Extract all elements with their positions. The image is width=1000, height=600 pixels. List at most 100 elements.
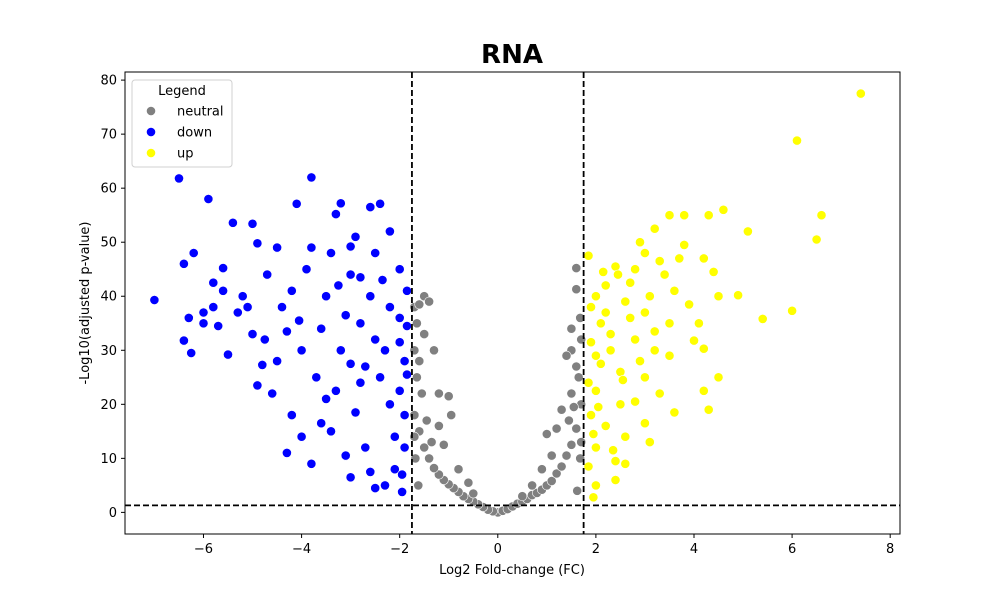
point-up-28 bbox=[586, 302, 596, 312]
point-neutral-29 bbox=[419, 442, 430, 453]
point-up-58 bbox=[615, 399, 626, 410]
point-down-5 bbox=[178, 335, 189, 346]
point-down-24 bbox=[306, 458, 317, 469]
point-up-71 bbox=[649, 326, 660, 337]
point-down-84 bbox=[370, 483, 381, 493]
legend-label-down: down bbox=[177, 126, 212, 141]
point-up-5 bbox=[757, 313, 768, 324]
point-up-40 bbox=[610, 456, 621, 466]
point-down-72 bbox=[340, 310, 351, 321]
point-down-48 bbox=[345, 269, 356, 280]
point-down-6 bbox=[186, 348, 197, 358]
point-neutral-45 bbox=[424, 296, 434, 307]
point-up-37 bbox=[583, 461, 594, 472]
point-down-52 bbox=[355, 318, 366, 329]
point-up-25 bbox=[610, 261, 621, 272]
legend-entries: neutral down up bbox=[146, 105, 224, 162]
threshold-layer bbox=[125, 72, 900, 534]
plot-frame bbox=[125, 72, 900, 534]
point-up-27 bbox=[591, 291, 601, 302]
point-neutral-76 bbox=[572, 485, 583, 496]
point-down-80 bbox=[350, 231, 361, 242]
point-neutral-42 bbox=[571, 284, 582, 295]
point-neutral-39 bbox=[411, 318, 422, 329]
point-neutral-71 bbox=[517, 491, 528, 502]
point-up-72 bbox=[664, 350, 675, 361]
point-neutral-74 bbox=[575, 453, 586, 464]
legend-title: Legend bbox=[158, 84, 206, 99]
point-up-56 bbox=[610, 475, 621, 485]
point-down-62 bbox=[350, 407, 361, 418]
y-tick-label: 60 bbox=[100, 182, 117, 197]
point-neutral-59 bbox=[551, 423, 562, 434]
point-up-22 bbox=[674, 253, 685, 264]
point-down-27 bbox=[345, 241, 356, 252]
point-up-76 bbox=[640, 307, 650, 318]
point-down-67 bbox=[402, 285, 412, 296]
chart-title: RNA bbox=[481, 40, 543, 70]
point-up-47 bbox=[625, 312, 636, 323]
point-down-38 bbox=[360, 442, 371, 453]
point-neutral-30 bbox=[566, 439, 577, 450]
point-up-53 bbox=[654, 388, 665, 399]
point-neutral-43 bbox=[571, 263, 582, 273]
point-down-28 bbox=[355, 272, 366, 283]
point-up-52 bbox=[635, 356, 645, 366]
point-down-64 bbox=[301, 264, 312, 275]
point-neutral-61 bbox=[546, 450, 557, 461]
point-down-33 bbox=[345, 358, 356, 369]
point-neutral-40 bbox=[575, 312, 586, 323]
point-down-50 bbox=[394, 264, 405, 275]
point-up-79 bbox=[593, 402, 604, 412]
point-neutral-26 bbox=[556, 461, 567, 472]
point-up-36 bbox=[591, 442, 601, 453]
point-down-79 bbox=[326, 248, 336, 258]
point-neutral-62 bbox=[537, 464, 547, 475]
point-down-0 bbox=[149, 295, 160, 305]
point-up-70 bbox=[620, 458, 631, 469]
point-down-71 bbox=[272, 356, 282, 366]
point-neutral-23 bbox=[433, 469, 444, 480]
point-down-91 bbox=[377, 275, 388, 285]
point-down-46 bbox=[296, 345, 307, 356]
point-down-13 bbox=[223, 349, 233, 360]
y-tick-label: 80 bbox=[100, 74, 117, 89]
point-up-19 bbox=[679, 210, 690, 221]
point-neutral-67 bbox=[421, 415, 432, 426]
point-up-20 bbox=[664, 210, 675, 221]
point-down-56 bbox=[267, 388, 278, 399]
point-up-33 bbox=[591, 385, 601, 396]
point-up-18 bbox=[703, 404, 714, 415]
point-down-42 bbox=[365, 466, 376, 477]
point-neutral-28 bbox=[561, 450, 572, 461]
point-up-34 bbox=[586, 410, 596, 420]
point-neutral-46 bbox=[433, 388, 444, 399]
point-down-63 bbox=[330, 385, 341, 396]
point-up-51 bbox=[684, 299, 694, 310]
point-neutral-75 bbox=[413, 480, 424, 491]
point-down-57 bbox=[247, 329, 258, 339]
point-up-24 bbox=[630, 264, 640, 275]
plot-border bbox=[124, 71, 901, 535]
point-up-4 bbox=[787, 305, 797, 316]
point-down-1 bbox=[174, 173, 184, 184]
point-down-21 bbox=[286, 410, 297, 420]
point-down-12 bbox=[227, 217, 238, 228]
point-neutral-64 bbox=[566, 388, 577, 399]
point-down-75 bbox=[252, 380, 263, 391]
point-down-88 bbox=[394, 337, 405, 348]
point-down-76 bbox=[242, 302, 253, 312]
point-down-23 bbox=[306, 172, 317, 183]
point-down-36 bbox=[399, 356, 410, 366]
x-axis-ticks: −6 −4 −2 0 2 4 6 8 bbox=[194, 534, 894, 557]
x-tick-label: 6 bbox=[788, 542, 796, 557]
point-down-7 bbox=[198, 307, 209, 318]
point-up-21 bbox=[649, 223, 660, 234]
point-down-22 bbox=[291, 198, 302, 209]
point-neutral-79 bbox=[414, 299, 425, 310]
x-tick-label: −6 bbox=[194, 542, 213, 557]
point-down-32 bbox=[321, 393, 331, 404]
point-down-55 bbox=[277, 302, 287, 312]
point-neutral-65 bbox=[571, 361, 582, 372]
point-down-18 bbox=[272, 242, 282, 253]
